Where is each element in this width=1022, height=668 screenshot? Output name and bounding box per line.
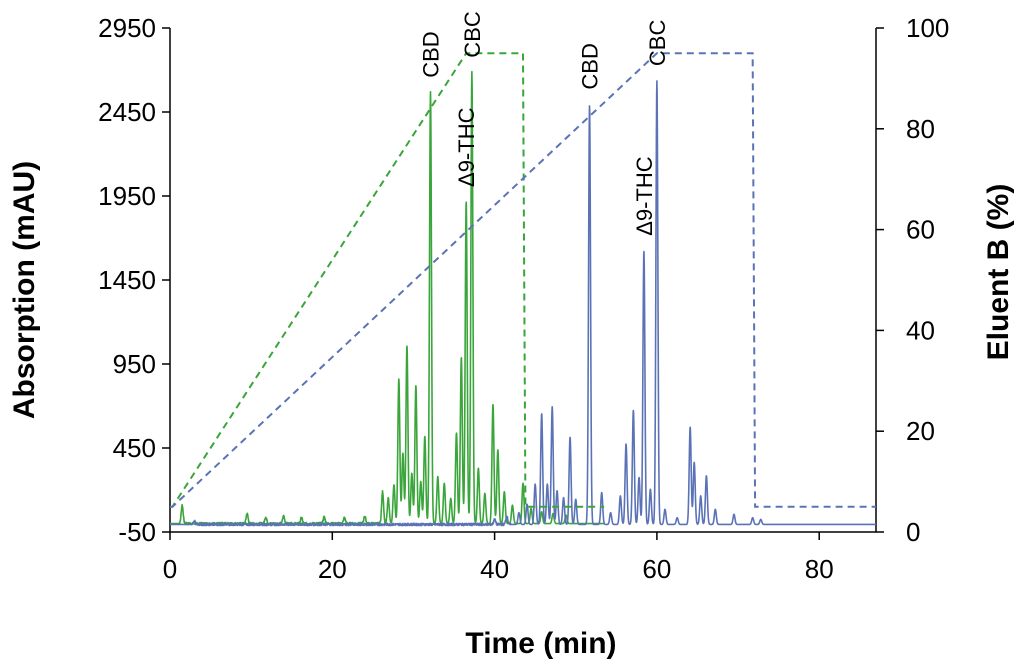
x-tick-label: 80: [805, 554, 834, 584]
y2-tick-label: 0: [906, 517, 920, 547]
x-tick-group: 0 20 40 60 80: [163, 532, 834, 584]
x-tick-label: 0: [163, 554, 177, 584]
y2-tick-label: 100: [906, 13, 949, 43]
y-tick-label: 1950: [98, 181, 156, 211]
peak-label: Δ9-THC: [632, 156, 657, 236]
y2-tick-label: 80: [906, 114, 935, 144]
annotation-layer: CBD Δ9-THC CBC CBD Δ9-THC CBC: [419, 11, 670, 236]
y2-tick-label: 20: [906, 416, 935, 446]
x-tick-label: 40: [480, 554, 509, 584]
peak-label: CBD: [419, 31, 444, 77]
gradient-line-2: [170, 52, 605, 508]
y-tick-label: 950: [113, 349, 156, 379]
peak-label: Δ9-THC: [454, 107, 479, 187]
y-tick-group: -50 450 950 1450 1950 2450 2950: [98, 13, 170, 547]
y-tick-label: 2450: [98, 97, 156, 127]
series-layer: [169, 52, 877, 527]
y-tick-label: 450: [113, 433, 156, 463]
y-tick-label: 2950: [98, 13, 156, 43]
peak-label: CBC: [460, 11, 485, 58]
y2-tick-label: 60: [906, 215, 935, 245]
chromatogram-trace-1: [169, 80, 877, 527]
y-axis-title: Absorption (mAU): [8, 161, 41, 419]
chromatogram-trace-0: [169, 70, 605, 526]
peak-label: CBC: [645, 20, 670, 67]
y2-axis-title: Eluent B (%): [982, 184, 1015, 361]
y2-tick-label: 40: [906, 315, 935, 345]
peak-label: CBD: [578, 43, 603, 89]
x-axis-title: Time (min): [465, 627, 616, 660]
x-tick-label: 20: [318, 554, 347, 584]
y-tick-label: -50: [118, 517, 156, 547]
y2-tick-group: 0 20 40 60 80 100: [876, 13, 949, 547]
gradient-line-3: [170, 52, 876, 508]
x-tick-label: 60: [642, 554, 671, 584]
y-tick-label: 1450: [98, 265, 156, 295]
